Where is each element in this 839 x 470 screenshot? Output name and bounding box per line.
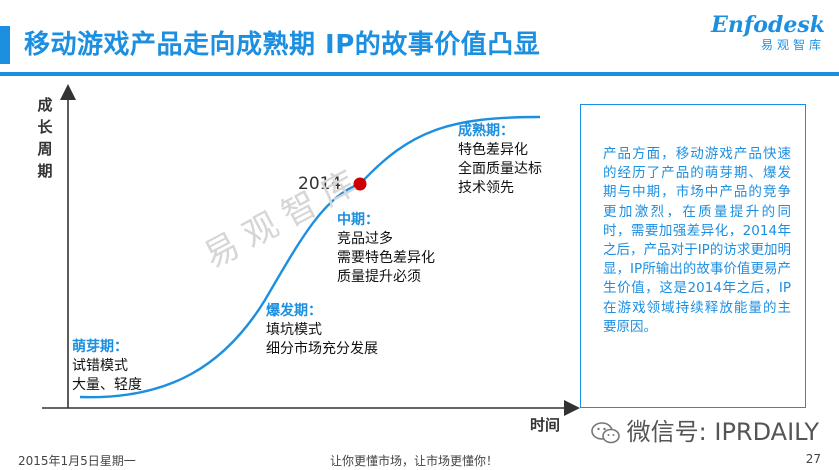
stage-line: 竞品过多 [337, 231, 393, 247]
stage-name: 中期： [337, 212, 379, 228]
marker-2014 [353, 177, 367, 191]
y-axis-label: 成长周期 [37, 96, 53, 180]
stage-embryonic: 萌芽期： 试错模式 大量、轻度 [72, 338, 142, 395]
footer-slogan: 让你更懂市场，让市场更懂你！ [330, 454, 499, 468]
page-title: 移动游戏产品走向成熟期 IP的故事价值凸显 [24, 30, 541, 60]
page-number: 27 [805, 452, 821, 466]
stage-line: 填坑模式 [266, 322, 322, 338]
wechat-icon [590, 422, 620, 444]
stage-line: 大量、轻度 [72, 377, 142, 393]
stage-line: 技术领先 [458, 180, 514, 196]
growth-curve [79, 115, 541, 399]
marker-label: 2014 [298, 174, 342, 194]
stage-line: 细分市场充分发展 [266, 341, 378, 357]
stage-line: 特色差异化 [458, 142, 528, 158]
stage-mid: 中期： 竞品过多 需要特色差异化 质量提升必须 [337, 211, 435, 287]
wechat-text: 微信号: IPRDAILY [626, 418, 819, 446]
stage-line: 需要特色差异化 [337, 250, 435, 266]
x-axis-label: 时间 [530, 416, 561, 434]
stage-line: 质量提升必须 [337, 269, 421, 285]
summary-note-text: 产品方面，移动游戏产品快速的经历了产品的萌芽期、爆发期与中期，市场中产品的竞争更… [603, 146, 791, 335]
wechat-id: 微信号: IPRDAILY [590, 412, 819, 447]
header-divider [0, 72, 839, 76]
summary-note-box: 产品方面，移动游戏产品快速的经历了产品的萌芽期、爆发期与中期，市场中产品的竞争更… [580, 104, 806, 408]
brand-logo: Enfodesk 易观智库 [695, 12, 825, 52]
footer-date: 2015年1月5日星期一 [18, 454, 136, 468]
stage-name: 爆发期： [266, 303, 322, 319]
stage-line: 全面质量达标 [458, 161, 542, 177]
logo-wordmark: Enfodesk [711, 12, 825, 38]
stage-name: 萌芽期： [72, 339, 128, 355]
stage-line: 试错模式 [72, 358, 128, 374]
stage-mature: 成熟期： 特色差异化 全面质量达标 技术领先 [458, 122, 542, 198]
stage-explosive: 爆发期： 填坑模式 细分市场充分发展 [266, 302, 378, 359]
growth-curve-diagram [42, 84, 580, 416]
stage-name: 成熟期： [458, 123, 514, 139]
logo-subtitle: 易观智库 [760, 38, 825, 52]
title-accent-bar [0, 26, 10, 64]
